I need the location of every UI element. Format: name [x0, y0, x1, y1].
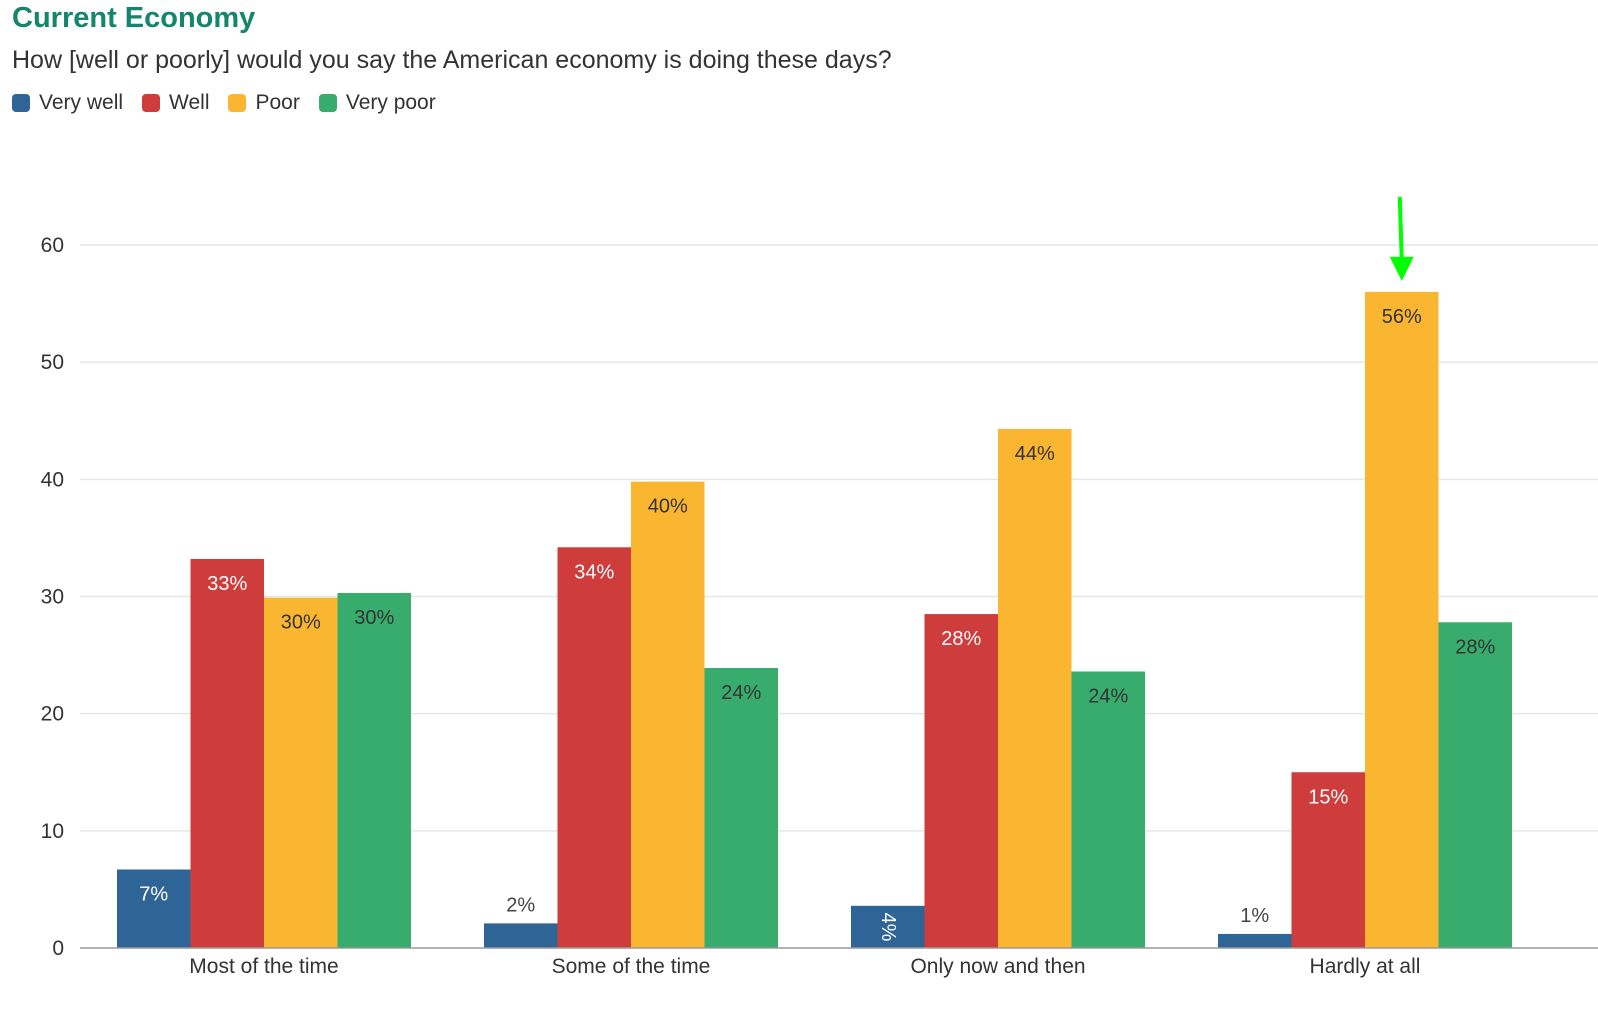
- y-tick-label-20: 20: [41, 703, 64, 726]
- legend-item-very-poor[interactable]: Very poor: [318, 91, 436, 115]
- y-tick-label-10: 10: [41, 820, 64, 843]
- legend: Very well Well Poor Very poor: [12, 91, 455, 115]
- bar-well-only-now-and-then: [924, 614, 998, 948]
- data-label-well-some-of-the-time: 34%: [574, 561, 614, 583]
- annotation-arrow-shaft: [1397, 196, 1404, 259]
- data-label-very-well-most-of-the-time: 7%: [139, 883, 168, 905]
- legend-swatch-poor: [228, 94, 247, 112]
- x-tick-label-most-of-the-time: Most of the time: [189, 955, 338, 978]
- bar-very-well-most-of-the-time: [117, 869, 191, 948]
- data-label-very-well-only-now-and-then: 4%: [877, 912, 899, 941]
- data-label-very-poor-only-now-and-then: 24%: [1088, 685, 1128, 707]
- legend-item-poor[interactable]: Poor: [228, 91, 300, 115]
- bar-very-poor-most-of-the-time: [337, 592, 411, 948]
- legend-label-well: Well: [169, 91, 210, 114]
- data-label-very-well-hardly-at-all: 1%: [1240, 905, 1269, 927]
- data-label-poor-only-now-and-then: 44%: [1015, 443, 1055, 465]
- x-tick-label-some-of-the-time: Some of the time: [552, 955, 711, 978]
- legend-swatch-well: [142, 94, 161, 112]
- legend-label-poor: Poor: [255, 91, 300, 114]
- data-label-very-well-some-of-the-time: 2%: [506, 894, 535, 916]
- chart-subtitle: How [well or poorly] would you say the A…: [12, 46, 892, 74]
- legend-item-well[interactable]: Well: [142, 91, 209, 115]
- data-label-very-poor-hardly-at-all: 28%: [1455, 636, 1495, 658]
- y-tick-label-30: 30: [41, 586, 64, 609]
- legend-swatch-very-poor: [318, 94, 337, 112]
- bar-very-well-hardly-at-all: [1218, 933, 1292, 948]
- bar-very-poor-some-of-the-time: [704, 667, 778, 948]
- bar-poor-most-of-the-time: [264, 597, 338, 948]
- y-tick-label-50: 50: [41, 351, 64, 374]
- legend-swatch-very-well: [12, 94, 30, 112]
- data-label-well-only-now-and-then: 28%: [941, 628, 981, 650]
- y-tick-label-0: 0: [52, 937, 64, 960]
- data-label-very-poor-some-of-the-time: 24%: [721, 682, 761, 704]
- y-tick-label-40: 40: [41, 468, 64, 491]
- bar-well-hardly-at-all: [1291, 772, 1365, 948]
- legend-label-very-poor: Very poor: [345, 91, 436, 114]
- data-label-poor-some-of-the-time: 40%: [648, 496, 688, 518]
- x-tick-label-hardly-at-all: Hardly at all: [1310, 955, 1421, 978]
- legend-label-very-well: Very well: [39, 91, 124, 114]
- bar-poor-hardly-at-all: [1365, 291, 1439, 948]
- bar-very-well-some-of-the-time: [484, 923, 558, 948]
- annotation-arrow-head: [1389, 256, 1414, 281]
- bar-poor-some-of-the-time: [631, 481, 705, 948]
- data-label-poor-hardly-at-all: 56%: [1382, 306, 1422, 328]
- bar-poor-only-now-and-then: [998, 428, 1072, 948]
- bar-well-some-of-the-time: [557, 547, 631, 948]
- data-label-well-most-of-the-time: 33%: [207, 573, 247, 595]
- legend-item-very-well[interactable]: Very well: [12, 91, 123, 115]
- annotation-arrow: [1389, 196, 1414, 281]
- bar-very-well-only-now-and-then: [851, 905, 925, 948]
- y-tick-label-60: 60: [41, 234, 64, 257]
- chart-title: Current Economy: [12, 2, 256, 34]
- data-label-poor-most-of-the-time: 30%: [281, 612, 321, 634]
- data-label-very-poor-most-of-the-time: 30%: [354, 607, 394, 629]
- bar-well-most-of-the-time: [190, 559, 264, 948]
- bar-very-poor-hardly-at-all: [1438, 622, 1512, 948]
- bar-very-poor-only-now-and-then: [1071, 671, 1145, 948]
- x-tick-label-only-now-and-then: Only now and then: [910, 955, 1085, 978]
- data-label-well-hardly-at-all: 15%: [1308, 786, 1348, 808]
